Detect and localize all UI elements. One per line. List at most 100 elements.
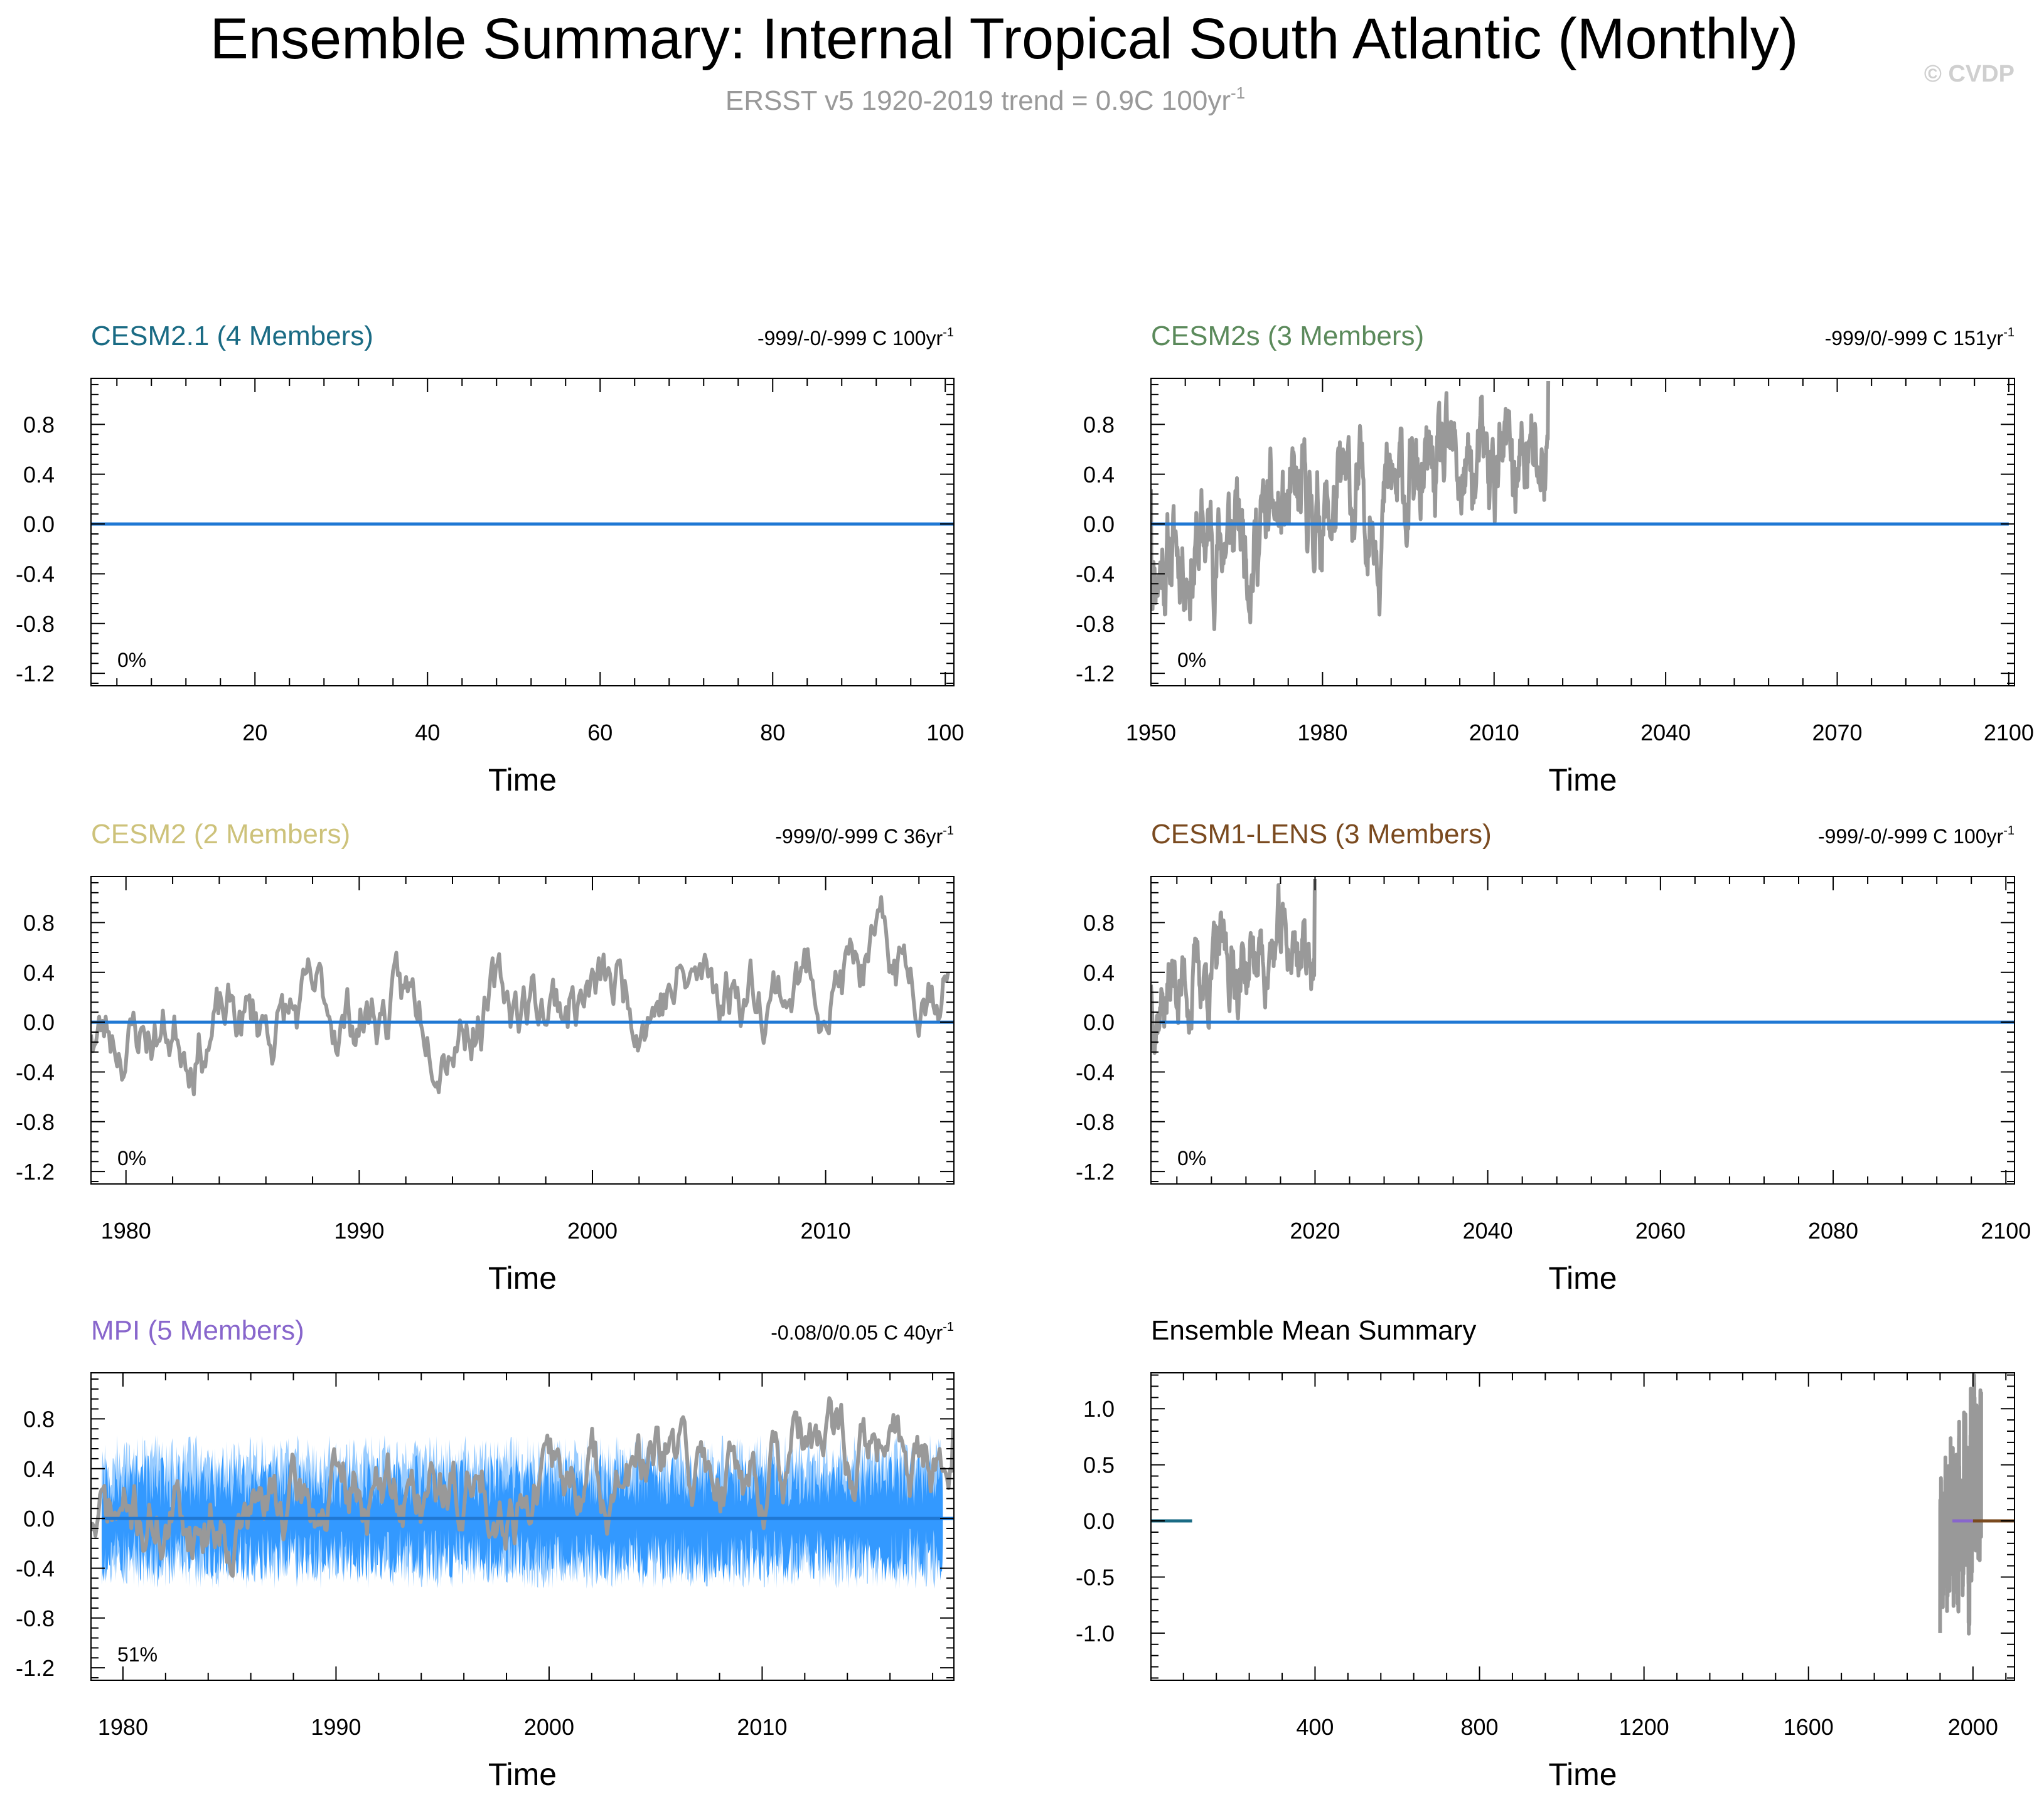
trend-label: -999/0/-999 C 36yr-1 (775, 824, 954, 848)
xtick-label: 2010 (737, 1714, 787, 1740)
xtick-label: 1600 (1784, 1714, 1834, 1740)
xtick-label: 1990 (334, 1218, 384, 1244)
panel-2: -1.2 -0.8 -0.4 0.0 0.4 0.8 1950 1980 2010 2040 207… (1076, 321, 2034, 797)
percent-label: 0% (117, 649, 146, 671)
ytick-label: -1.0 (1076, 1621, 1115, 1646)
ytick-label: 0.4 (1083, 462, 1115, 488)
xtick-label: 40 (415, 720, 440, 745)
ytick-label: -0.4 (16, 561, 55, 587)
percent-label: 0% (1177, 1147, 1206, 1170)
figure-subtitle: ERSST v5 1920-2019 trend = 0.9C 100yr-1 (725, 83, 1245, 116)
xtick-label: 2100 (1984, 720, 2034, 745)
ytick-label: 0.4 (23, 960, 55, 986)
ytick-label: -0.8 (16, 1109, 55, 1135)
panels-group: -1.2-0.8-0.40.00.40.820 40 60 80 100TimeCESM… (16, 321, 2034, 1792)
ytick-label: -1.2 (1076, 1159, 1115, 1185)
trend-superscript: -1 (943, 1320, 954, 1334)
observations-line (1938, 1373, 1983, 1636)
ytick-label: -0.4 (1076, 561, 1115, 587)
panel-title: CESM1-LENS (3 Members) (1151, 819, 1492, 850)
trend-label: -999/-0/-999 C 100yr-1 (1818, 824, 2015, 848)
ytick-label: -0.8 (1076, 1109, 1115, 1135)
ytick-label: -1.2 (16, 1655, 55, 1681)
trend-label: -999/-0/-999 C 100yr-1 (757, 326, 954, 349)
xtick-label: 1950 (1126, 720, 1176, 745)
panel-title: CESM2s (3 Members) (1151, 321, 1424, 351)
percent-label: 51% (117, 1643, 158, 1666)
trend-superscript: -1 (943, 326, 954, 339)
subtitle-text: ERSST v5 1920-2019 trend = 0.9C 100yr (725, 85, 1231, 116)
observations-line (1151, 878, 1317, 1055)
xtick-label: 2000 (524, 1714, 574, 1740)
figure-title: Ensemble Summary: Internal Tropical Sout… (210, 7, 1798, 71)
panel-1: -1.2 -0.8 -0.4 0.0 0.4 0.8 20 40 60 80 100 Time CESM… (16, 321, 964, 797)
ytick-label: 0.5 (1083, 1453, 1115, 1478)
panel-title: CESM2 (2 Members) (91, 819, 350, 850)
panel-title: Ensemble Mean Summary (1151, 1315, 1476, 1346)
ytick-label: 0.4 (23, 462, 55, 488)
ytick-label: -1.2 (16, 1159, 55, 1185)
ytick-label: -0.4 (1076, 1059, 1115, 1085)
xtick-label: 400 (1296, 1714, 1334, 1740)
ytick-label: 0.8 (1083, 412, 1115, 437)
xtick-label: 1980 (98, 1714, 148, 1740)
ytick-label: 0.8 (1083, 910, 1115, 935)
trend-superscript: -1 (2003, 326, 2015, 339)
ytick-label: 0.0 (23, 511, 55, 537)
trend-label: -999/0/-999 C 151yr-1 (1825, 326, 2015, 349)
ytick-label: 0.4 (23, 1456, 55, 1482)
panel-4: -1.2 -0.8 -0.4 0.0 0.4 0.8 2020 2040 2060 2080 210… (1076, 819, 2031, 1296)
plot-area (1151, 878, 2015, 1055)
x-axis-label: Time (1548, 762, 1617, 797)
xtick-label: 1980 (101, 1218, 151, 1244)
observations-line (91, 895, 950, 1097)
ytick-label: 0.0 (1083, 1508, 1115, 1534)
ytick-label: 1.0 (1083, 1396, 1115, 1422)
ytick-label: 0.8 (23, 412, 55, 437)
plot-frame (1150, 1372, 2015, 1681)
ytick-label: -1.2 (16, 661, 55, 686)
ytick-label: -0.4 (16, 1059, 55, 1085)
trend-superscript: -1 (2003, 824, 2015, 838)
trend-text: -999/0/-999 C 36yr (775, 825, 943, 848)
panel-6: -1.0 -0.5 0.0 0.5 1.0 400 800 1200 1600 2000 Time E… (1076, 1315, 2015, 1792)
ytick-label: 0.8 (23, 1406, 55, 1432)
plot-area (91, 1396, 954, 1590)
ytick-label: -1.2 (1076, 661, 1115, 686)
ytick-label: 0.8 (23, 910, 55, 935)
subtitle-superscript: -1 (1231, 83, 1245, 102)
xtick-label: 20 (242, 720, 267, 745)
xtick-label: 2020 (1290, 1218, 1340, 1244)
x-axis-label: Time (1548, 1757, 1617, 1792)
xtick-label: 1980 (1297, 720, 1347, 745)
ytick-label: -0.8 (1076, 611, 1115, 637)
xtick-label: 2040 (1463, 1218, 1513, 1244)
xtick-label: 800 (1460, 1714, 1498, 1740)
plot-frame (90, 876, 955, 1185)
trend-text: -999/-0/-999 C 100yr (1818, 825, 2004, 848)
trend-text: -999/0/-999 C 151yr (1825, 327, 2004, 349)
ytick-label: -0.5 (1076, 1564, 1115, 1590)
xtick-label: 60 (587, 720, 613, 745)
trend-superscript: -1 (943, 824, 954, 838)
ytick-label: 0.0 (23, 1010, 55, 1035)
xtick-label: 2100 (1981, 1218, 2031, 1244)
ytick-label: 0.0 (1083, 511, 1115, 537)
xtick-label: 1990 (311, 1714, 361, 1740)
panel-title: CESM2.1 (4 Members) (91, 321, 373, 351)
ytick-label: -0.8 (16, 611, 55, 637)
xtick-label: 2080 (1808, 1218, 1858, 1244)
xtick-label: 2000 (567, 1218, 618, 1244)
x-axis-label: Time (488, 1757, 557, 1792)
xtick-label: 1200 (1619, 1714, 1669, 1740)
percent-label: 0% (117, 1147, 146, 1170)
ytick-label: 0.0 (23, 1506, 55, 1532)
plot-frame (90, 378, 955, 686)
ytick-label: -0.8 (16, 1606, 55, 1631)
x-axis-label: Time (488, 762, 557, 797)
plot-frame (1150, 876, 2015, 1185)
ytick-label: 0.4 (1083, 960, 1115, 986)
panel-3: -1.2 -0.8 -0.4 0.0 0.4 0.8 1980 1990 2000 2010 Tim… (16, 819, 955, 1296)
x-axis-label: Time (1548, 1261, 1617, 1296)
observations-line (1151, 380, 1551, 631)
